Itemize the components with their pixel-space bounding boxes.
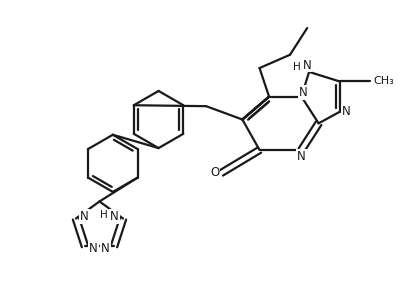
- Text: N: N: [299, 85, 308, 99]
- Text: N: N: [342, 105, 351, 119]
- Text: N: N: [80, 210, 89, 223]
- Text: H: H: [100, 210, 108, 220]
- Text: N: N: [89, 242, 98, 255]
- Text: N: N: [101, 242, 110, 255]
- Text: H: H: [293, 62, 301, 72]
- Text: N: N: [297, 150, 306, 164]
- Text: CH₃: CH₃: [374, 76, 395, 86]
- Text: N: N: [110, 210, 119, 223]
- Text: N: N: [303, 58, 312, 71]
- Text: O: O: [210, 167, 219, 179]
